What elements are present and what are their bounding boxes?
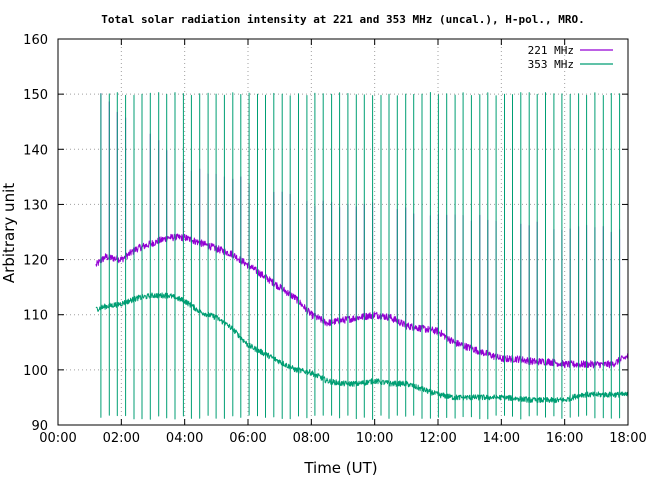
x-tick-label: 08:00 — [293, 431, 330, 446]
x-tick-label: 12:00 — [419, 431, 456, 446]
legend-label-221: 221 MHz — [528, 44, 574, 57]
x-tick-label: 02:00 — [103, 431, 140, 446]
plot-frame — [57, 38, 629, 426]
x-tick-label: 06:00 — [229, 431, 266, 446]
y-axis-label: Arbitrary unit — [0, 183, 18, 283]
legend: 221 MHz 353 MHz — [528, 44, 613, 71]
x-tick-label: 10:00 — [356, 431, 393, 446]
x-tick-label: 04:00 — [166, 431, 203, 446]
y-tick-label: 140 — [23, 143, 48, 158]
x-tick-label: 16:00 — [546, 431, 583, 446]
y-tick-label: 100 — [23, 364, 48, 379]
series-221-line — [95, 93, 629, 369]
x-axis-label: Time (UT) — [303, 459, 377, 477]
y-tick-label: 150 — [23, 88, 48, 103]
y-tick-label: 120 — [23, 254, 48, 269]
series-353-path — [95, 92, 629, 420]
chart-title: Total solar radiation intensity at 221 a… — [101, 13, 584, 26]
legend-label-353: 353 MHz — [528, 58, 574, 71]
grid — [58, 39, 628, 425]
series-353-line — [95, 92, 629, 420]
x-tick-label: 14:00 — [483, 431, 520, 446]
y-tick-label: 110 — [23, 309, 48, 324]
y-tick-label: 130 — [23, 198, 48, 213]
y-tick-label: 90 — [31, 419, 48, 434]
x-tick-label: 18:00 — [609, 431, 646, 446]
x-axis-ticks: 00:00 02:00 04:00 06:00 08:00 10:00 12:00 14:00… — [39, 39, 647, 446]
series-221-path — [95, 93, 629, 369]
y-tick-label: 160 — [23, 33, 48, 48]
y-axis-ticks: 90 100 110 120 130 140 150 160 — [23, 33, 628, 434]
x-tick-label: 00:00 — [39, 431, 76, 446]
